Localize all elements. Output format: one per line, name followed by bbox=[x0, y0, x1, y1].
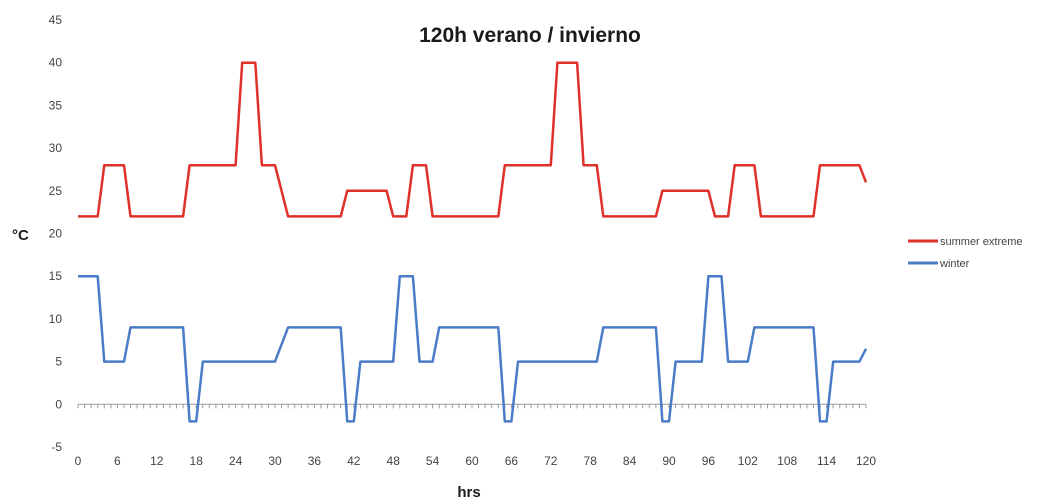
x-tick-label: 54 bbox=[426, 454, 440, 468]
x-tick-label: 24 bbox=[229, 454, 243, 468]
y-tick-label: 25 bbox=[49, 184, 63, 198]
series-line bbox=[78, 274, 868, 423]
x-tick-label: 108 bbox=[777, 454, 797, 468]
x-tick-label: 90 bbox=[662, 454, 676, 468]
legend: summer extreme winter bbox=[908, 236, 1023, 270]
x-tick-label: 42 bbox=[347, 454, 361, 468]
x-tick-label: 6 bbox=[114, 454, 121, 468]
x-axis-label: hrs bbox=[457, 484, 480, 501]
x-tick-label: 30 bbox=[268, 454, 282, 468]
legend-label: summer extreme bbox=[940, 236, 1023, 248]
y-tick-label: 15 bbox=[49, 269, 63, 283]
series-line bbox=[78, 61, 868, 218]
series-layer bbox=[78, 61, 868, 423]
y-axis-label: °C bbox=[12, 227, 29, 244]
y-tick-label: 35 bbox=[49, 98, 63, 112]
x-tick-label: 72 bbox=[544, 454, 558, 468]
y-tick-label: 20 bbox=[49, 227, 63, 241]
y-tick-label: 10 bbox=[49, 312, 63, 326]
x-tick-label: 48 bbox=[387, 454, 401, 468]
y-tick-label: 40 bbox=[49, 56, 63, 70]
y-tick-label: 45 bbox=[49, 13, 63, 27]
y-tick-label: 0 bbox=[55, 397, 62, 411]
x-tick-label: 18 bbox=[190, 454, 204, 468]
y-axis-ticks: -5 0 5 10 15 20 25 30 35 40 45 bbox=[49, 13, 63, 454]
x-tick-label: 66 bbox=[505, 454, 519, 468]
x-tick-label: 0 bbox=[75, 454, 82, 468]
x-tick-label: 84 bbox=[623, 454, 637, 468]
x-tick-label: 102 bbox=[738, 454, 758, 468]
x-axis: 0 6 12 18 24 30 36 42 48 54 60 66 72 78 84 90 96 102 108 11… bbox=[75, 403, 876, 468]
x-tick-label: 60 bbox=[465, 454, 479, 468]
y-tick-label: -5 bbox=[51, 440, 62, 454]
x-tick-label: 114 bbox=[817, 454, 836, 468]
y-tick-label: 5 bbox=[55, 355, 62, 369]
y-tick-label: 30 bbox=[49, 141, 63, 155]
chart-title: 120h verano / invierno bbox=[419, 24, 641, 47]
x-tick-label: 120 bbox=[856, 454, 876, 468]
x-tick-label: 96 bbox=[702, 454, 716, 468]
x-tick-label: 12 bbox=[150, 454, 164, 468]
x-tick-label: 36 bbox=[308, 454, 322, 468]
legend-label: winter bbox=[939, 258, 970, 270]
x-tick-label: 78 bbox=[584, 454, 598, 468]
